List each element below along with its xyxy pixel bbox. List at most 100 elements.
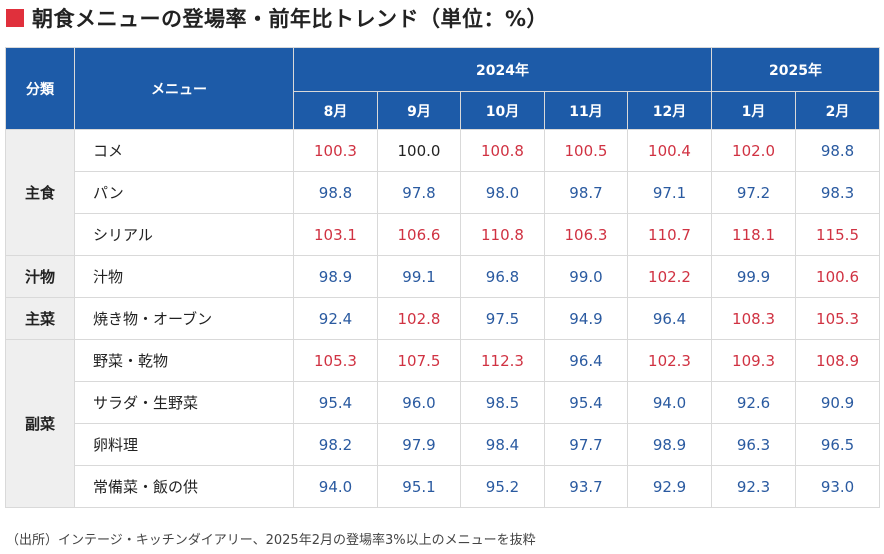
value-cell: 98.2 <box>293 423 378 466</box>
value-cell: 92.4 <box>293 297 378 340</box>
value-cell: 96.0 <box>377 381 461 424</box>
month-header: 12月 <box>626 91 713 130</box>
value-cell: 97.2 <box>711 171 797 214</box>
value-cell: 100.8 <box>460 129 545 172</box>
value-cell: 98.5 <box>460 381 545 424</box>
table-row: パン 98.8 97.8 98.0 98.7 97.1 97.2 98.3 <box>6 171 881 214</box>
category-cell: 副菜 <box>5 339 75 508</box>
value-cell: 112.3 <box>460 339 545 382</box>
value-cell: 94.9 <box>544 297 628 340</box>
category-cell: 主菜 <box>5 297 75 340</box>
value-cell: 96.8 <box>460 255 545 298</box>
value-cell: 100.6 <box>795 255 881 298</box>
value-cell: 108.9 <box>795 339 881 382</box>
table-body: 主食 コメ 100.3 100.0 100.8 100.5 100.4 102.0 98.8 パン… <box>5 129 881 508</box>
value-cell: 96.3 <box>711 423 797 466</box>
menu-cell: コメ <box>74 129 294 172</box>
value-cell: 99.1 <box>377 255 461 298</box>
table-row: 卵料理 98.2 97.9 98.4 97.7 98.9 96.3 96.5 <box>6 423 881 466</box>
menu-cell: 汁物 <box>74 255 294 298</box>
menu-cell: 野菜・乾物 <box>74 339 294 382</box>
value-cell: 97.7 <box>544 423 628 466</box>
year-header: 2024年 <box>292 47 713 92</box>
value-cell: 98.4 <box>460 423 545 466</box>
value-cell: 98.0 <box>460 171 545 214</box>
value-cell: 95.2 <box>460 465 545 508</box>
month-header: 10月 <box>460 91 545 130</box>
value-cell: 92.6 <box>711 381 797 424</box>
value-cell: 97.1 <box>626 171 713 214</box>
month-header: 9月 <box>377 91 461 130</box>
month-header: 1月 <box>711 91 797 130</box>
value-cell: 96.4 <box>626 297 713 340</box>
value-cell: 92.9 <box>626 465 713 508</box>
value-cell: 97.9 <box>377 423 461 466</box>
value-cell: 93.7 <box>544 465 628 508</box>
category-cell: 主食 <box>5 129 75 256</box>
value-cell: 100.0 <box>377 129 461 172</box>
value-cell: 92.3 <box>711 465 797 508</box>
value-cell: 94.0 <box>626 381 713 424</box>
value-cell: 105.3 <box>795 297 881 340</box>
value-cell: 105.3 <box>293 339 378 382</box>
value-cell: 106.3 <box>544 213 628 256</box>
category-cell: 汁物 <box>5 255 75 298</box>
value-cell: 102.8 <box>377 297 461 340</box>
value-cell: 110.7 <box>626 213 713 256</box>
trend-table: 分類 メニュー 2024年 2025年 8月 9月 10月 11月 12月 1月 2月 主食コ… <box>5 47 881 508</box>
value-cell: 99.0 <box>544 255 628 298</box>
value-cell: 93.0 <box>795 465 881 508</box>
month-header: 8月 <box>293 91 378 130</box>
table-row: 副菜 野菜・乾物 105.3 107.5 112.3 96.4 102.3 109.3 108.… <box>5 339 881 508</box>
month-header: 2月 <box>795 91 881 130</box>
value-cell: 108.3 <box>711 297 797 340</box>
title-bar: 朝食メニューの登場率・前年比トレンド（単位：%） <box>6 5 548 31</box>
value-cell: 97.8 <box>377 171 461 214</box>
value-cell: 109.3 <box>711 339 797 382</box>
value-cell: 98.3 <box>795 171 881 214</box>
menu-cell: 卵料理 <box>74 423 294 466</box>
value-cell: 98.7 <box>544 171 628 214</box>
menu-cell: 常備菜・飯の供 <box>74 465 294 508</box>
title-marker-icon <box>6 9 24 27</box>
value-cell: 100.3 <box>293 129 378 172</box>
table-row: 汁物 汁物 98.9 99.1 96.8 99.0 102.2 99.9 100.6 <box>5 255 881 298</box>
value-cell: 106.6 <box>377 213 461 256</box>
menu-cell: パン <box>74 171 294 214</box>
table-row: シリアル 103.1 106.6 110.8 106.3 110.7 118.1 115.5 <box>6 213 881 256</box>
value-cell: 97.5 <box>460 297 545 340</box>
source-note: （出所）インテージ・キッチンダイアリー、2025年2月の登場率3%以上のメニュー… <box>6 533 536 548</box>
table-row: サラダ・生野菜 95.4 96.0 98.5 95.4 94.0 92.6 90.9 <box>6 381 881 424</box>
value-cell: 118.1 <box>711 213 797 256</box>
value-cell: 98.9 <box>626 423 713 466</box>
value-cell: 102.3 <box>626 339 713 382</box>
value-cell: 95.4 <box>544 381 628 424</box>
value-cell: 103.1 <box>293 213 378 256</box>
table-row: 主菜 焼き物・オーブン 92.4 102.8 97.5 94.9 96.4 108.3 105.… <box>5 297 881 340</box>
value-cell: 100.5 <box>544 129 628 172</box>
value-cell: 94.0 <box>293 465 378 508</box>
month-header: 11月 <box>544 91 628 130</box>
value-cell: 102.0 <box>711 129 797 172</box>
month-header-row: 8月 9月 10月 11月 12月 1月 2月 <box>6 91 881 130</box>
value-cell: 110.8 <box>460 213 545 256</box>
table-row: 主食 コメ 100.3 100.0 100.8 100.5 100.4 102.0 98.8 <box>5 129 881 256</box>
value-cell: 95.1 <box>377 465 461 508</box>
year-header-row: 分類 メニュー 2024年 2025年 <box>5 47 881 130</box>
value-cell: 96.5 <box>795 423 881 466</box>
value-cell: 90.9 <box>795 381 881 424</box>
value-cell: 95.4 <box>293 381 378 424</box>
value-cell: 100.4 <box>626 129 713 172</box>
menu-column-header: メニュー <box>74 47 294 130</box>
category-column-header: 分類 <box>5 47 75 130</box>
value-cell: 115.5 <box>795 213 881 256</box>
year-header: 2025年 <box>711 47 881 92</box>
value-cell: 98.8 <box>293 171 378 214</box>
value-cell: 98.8 <box>795 129 881 172</box>
value-cell: 99.9 <box>711 255 797 298</box>
page-title: 朝食メニューの登場率・前年比トレンド（単位：%） <box>32 7 549 31</box>
value-cell: 107.5 <box>377 339 461 382</box>
value-cell: 96.4 <box>544 339 628 382</box>
table-row: 常備菜・飯の供 94.0 95.1 95.2 93.7 92.9 92.3 93.0 <box>6 465 881 508</box>
menu-cell: 焼き物・オーブン <box>74 297 294 340</box>
